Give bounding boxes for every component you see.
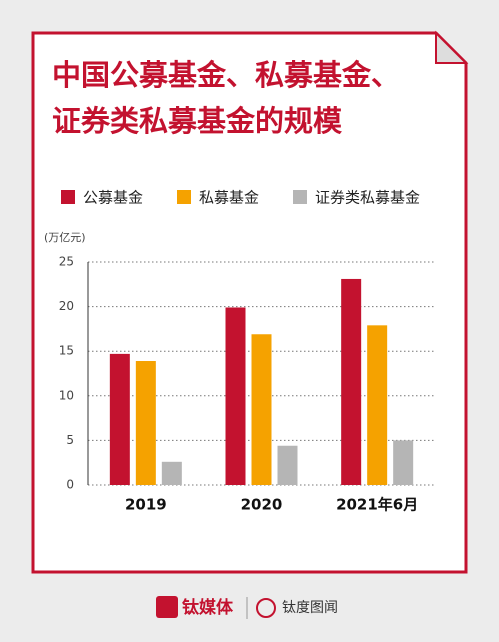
brand: 钛媒体 <box>182 597 234 618</box>
bar <box>367 325 388 485</box>
legend-label: 公募基金 <box>83 189 143 207</box>
brand-logo <box>156 596 178 618</box>
partner: 钛度图闻 <box>282 600 338 616</box>
bar <box>225 307 246 485</box>
y-tick-label: 25 <box>59 255 74 269</box>
y-tick-label: 5 <box>66 433 74 447</box>
card-fold <box>435 30 469 64</box>
bar <box>277 445 298 485</box>
x-tick-label: 2020 <box>241 496 283 514</box>
y-tick-label: 15 <box>59 344 74 358</box>
legend-label: 私募基金 <box>199 189 259 207</box>
y-tick-label: 0 <box>66 478 74 492</box>
bar <box>135 361 156 485</box>
x-tick-label: 2021年6月 <box>336 496 418 514</box>
chart-title: 中国公募基金、私募基金、证券类私募基金的规模 <box>52 58 401 138</box>
partner-logo <box>256 598 276 618</box>
legend-swatch <box>293 190 307 204</box>
y-tick-label: 20 <box>59 299 74 313</box>
bar <box>109 353 130 485</box>
bar <box>161 461 182 485</box>
bar <box>393 440 414 485</box>
y-axis-label: (万亿元) <box>44 231 86 244</box>
y-tick-label: 10 <box>59 388 74 402</box>
bar <box>251 334 272 485</box>
bar <box>341 278 362 485</box>
legend-swatch <box>177 190 191 204</box>
x-tick-label: 2019 <box>125 496 167 514</box>
legend-label: 证券类私募基金 <box>315 189 420 207</box>
legend-swatch <box>61 190 75 204</box>
